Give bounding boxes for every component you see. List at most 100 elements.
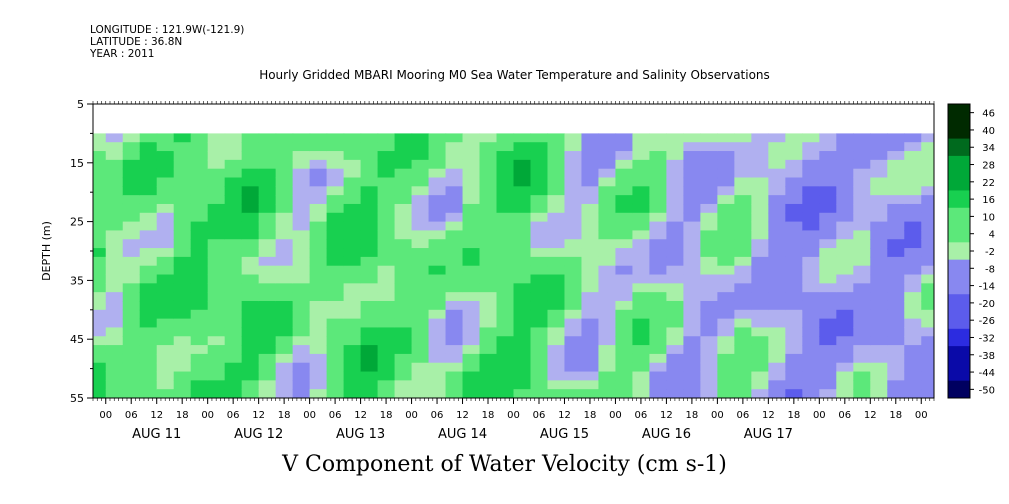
heatmap-cell — [887, 212, 905, 223]
heatmap-cell — [428, 168, 447, 179]
heatmap-cell — [598, 212, 617, 223]
heatmap-cell — [479, 274, 498, 284]
heatmap-cell — [700, 142, 718, 152]
heatmap-cell — [360, 186, 379, 196]
heatmap-cell — [173, 345, 192, 355]
heatmap-cell — [394, 336, 413, 346]
heatmap-cell — [72, 292, 90, 301]
heatmap-cell — [309, 256, 328, 267]
heatmap-cell — [513, 362, 532, 373]
heatmap-cell — [207, 389, 226, 398]
heatmap-cell — [394, 292, 413, 302]
heatmap-cell — [462, 274, 481, 284]
heatmap-cell — [785, 133, 803, 143]
heatmap-cell — [394, 248, 413, 258]
heatmap-cell — [649, 248, 668, 258]
heatmap-cell — [564, 256, 583, 267]
heatmap-cell — [700, 353, 718, 364]
heatmap-cell — [513, 309, 532, 320]
heatmap-cell — [819, 159, 837, 170]
heatmap-cell — [717, 151, 735, 161]
heatmap-cell — [513, 371, 532, 381]
heatmap-cell — [530, 168, 549, 179]
heatmap-cell — [479, 203, 498, 214]
heatmap-cell — [105, 292, 124, 302]
heatmap-cell — [156, 142, 175, 152]
heatmap-cell — [615, 195, 634, 205]
heatmap-cell — [853, 353, 871, 364]
heatmap-cell — [717, 133, 735, 143]
heatmap-cell — [751, 159, 769, 170]
heatmap-cell — [700, 212, 718, 223]
heatmap-cell — [122, 256, 141, 267]
heatmap-cell — [156, 283, 175, 293]
heatmap-cell — [207, 380, 226, 390]
heatmap-cell — [326, 353, 345, 364]
heatmap-cell — [105, 168, 124, 179]
heatmap-cell — [598, 142, 617, 152]
heatmap-cell — [870, 265, 888, 276]
heatmap-cell — [360, 336, 379, 346]
heatmap-cell — [326, 159, 345, 170]
heatmap-cell — [207, 345, 226, 355]
heatmap-cell — [632, 380, 651, 390]
heatmap-cell — [173, 203, 192, 214]
heatmap-cell — [445, 212, 464, 223]
heatmap-cell — [547, 300, 566, 311]
heatmap-cell — [479, 327, 498, 337]
heatmap-cell — [496, 151, 515, 161]
heatmap-cell — [904, 380, 922, 390]
heatmap-cell — [700, 248, 718, 258]
heatmap-cell — [72, 257, 90, 266]
heatmap-cell — [700, 318, 718, 329]
heatmap-cell — [343, 300, 362, 311]
heatmap-cell — [377, 142, 396, 152]
heatmap-cell — [292, 380, 311, 390]
heatmap-cell — [207, 168, 226, 179]
x-tick-label: 06 — [533, 410, 546, 421]
heatmap-cell — [802, 230, 820, 240]
heatmap-cell — [462, 159, 481, 170]
heatmap-cell — [870, 195, 888, 205]
heatmap-cell — [21, 310, 39, 319]
heatmap-cell — [768, 336, 786, 346]
heatmap-cell — [377, 203, 396, 214]
heatmap-cell — [55, 372, 73, 381]
heatmap-cell — [241, 168, 260, 179]
heatmap-cell — [292, 177, 311, 187]
heatmap-cell — [275, 309, 294, 320]
heatmap-cell — [377, 186, 396, 196]
heatmap-cell — [428, 186, 447, 196]
heatmap-cell — [734, 362, 752, 373]
heatmap-cell — [411, 186, 430, 196]
heatmap-cell — [836, 221, 854, 232]
heatmap-cell — [55, 239, 73, 248]
heatmap-cell — [632, 309, 651, 320]
colorbar-label: 28 — [982, 161, 995, 172]
heatmap-cell — [581, 318, 600, 329]
heatmap-cell — [564, 371, 583, 381]
heatmap-cell — [700, 380, 718, 390]
heatmap-cell — [598, 292, 617, 302]
heatmap-cell — [768, 371, 786, 381]
heatmap-cell — [275, 151, 294, 161]
heatmap-cell — [853, 221, 871, 232]
heatmap-cell — [513, 186, 532, 196]
heatmap-cell — [581, 345, 600, 355]
heatmap-cell — [547, 230, 566, 240]
heatmap-cell — [870, 327, 888, 337]
heatmap-cell — [394, 265, 413, 276]
heatmap-cell — [190, 256, 209, 267]
heatmap-cell — [836, 371, 854, 381]
heatmap-cell — [93, 274, 107, 284]
heatmap-cell — [615, 133, 634, 143]
heatmap-cell — [326, 230, 345, 240]
heatmap-cell — [241, 159, 260, 170]
heatmap-cell — [122, 177, 141, 187]
heatmap-cell — [258, 239, 277, 249]
heatmap-cell — [360, 212, 379, 223]
heatmap-cell — [224, 195, 243, 205]
heatmap-cell — [819, 389, 837, 398]
heatmap-cell — [343, 177, 362, 187]
